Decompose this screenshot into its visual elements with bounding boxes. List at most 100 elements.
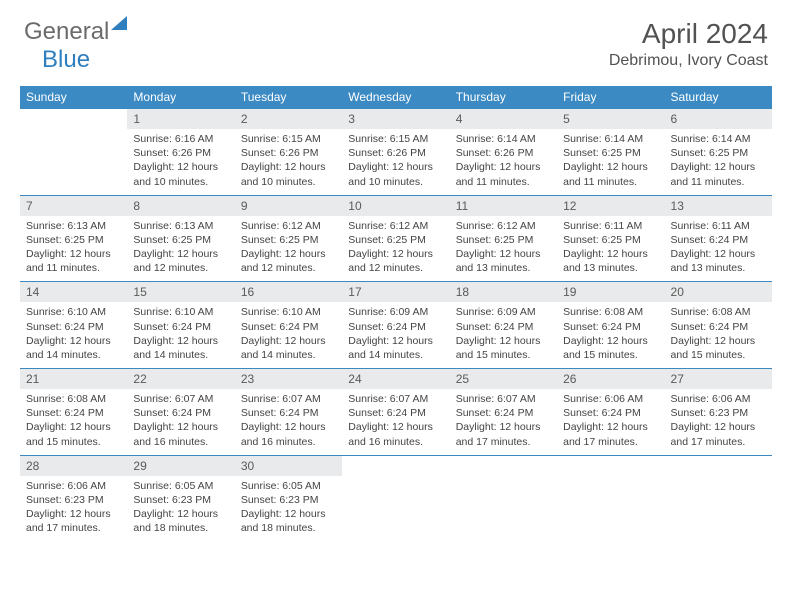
- sunrise-line: Sunrise: 6:12 AM: [456, 219, 551, 233]
- day-number-cell: 27: [665, 369, 772, 390]
- page-header: General Blue April 2024 Debrimou, Ivory …: [0, 0, 792, 82]
- sunset-line: Sunset: 6:25 PM: [456, 233, 551, 247]
- weekday-header: Tuesday: [235, 86, 342, 109]
- daylight-line: Daylight: 12 hours and 12 minutes.: [241, 247, 336, 275]
- day-content-row: Sunrise: 6:16 AMSunset: 6:26 PMDaylight:…: [20, 129, 772, 195]
- day-content-cell: Sunrise: 6:07 AMSunset: 6:24 PMDaylight:…: [127, 389, 234, 455]
- sunset-line: Sunset: 6:24 PM: [563, 406, 658, 420]
- sunrise-line: Sunrise: 6:14 AM: [671, 132, 766, 146]
- daylight-line: Daylight: 12 hours and 15 minutes.: [671, 334, 766, 362]
- day-number-cell: 29: [127, 455, 234, 476]
- day-number-cell: 8: [127, 195, 234, 216]
- sunset-line: Sunset: 6:24 PM: [671, 320, 766, 334]
- day-number-cell: 6: [665, 109, 772, 130]
- day-number-cell: [557, 455, 664, 476]
- day-content-cell: Sunrise: 6:05 AMSunset: 6:23 PMDaylight:…: [127, 476, 234, 542]
- day-number-cell: 22: [127, 369, 234, 390]
- day-content-row: Sunrise: 6:13 AMSunset: 6:25 PMDaylight:…: [20, 216, 772, 282]
- sunset-line: Sunset: 6:24 PM: [671, 233, 766, 247]
- day-content-cell: Sunrise: 6:09 AMSunset: 6:24 PMDaylight:…: [450, 302, 557, 368]
- day-number-cell: [450, 455, 557, 476]
- day-number-cell: 4: [450, 109, 557, 130]
- sunset-line: Sunset: 6:23 PM: [671, 406, 766, 420]
- sunset-line: Sunset: 6:24 PM: [26, 406, 121, 420]
- sunrise-line: Sunrise: 6:15 AM: [241, 132, 336, 146]
- day-content-cell: Sunrise: 6:11 AMSunset: 6:24 PMDaylight:…: [665, 216, 772, 282]
- day-content-cell: [665, 476, 772, 542]
- daylight-line: Daylight: 12 hours and 12 minutes.: [133, 247, 228, 275]
- day-number-cell: 7: [20, 195, 127, 216]
- sunset-line: Sunset: 6:25 PM: [133, 233, 228, 247]
- day-content-cell: Sunrise: 6:08 AMSunset: 6:24 PMDaylight:…: [20, 389, 127, 455]
- weekday-header: Monday: [127, 86, 234, 109]
- day-number-cell: [20, 109, 127, 130]
- day-number-cell: 3: [342, 109, 449, 130]
- sunset-line: Sunset: 6:24 PM: [348, 406, 443, 420]
- daylight-line: Daylight: 12 hours and 11 minutes.: [456, 160, 551, 188]
- day-content-cell: Sunrise: 6:12 AMSunset: 6:25 PMDaylight:…: [450, 216, 557, 282]
- sunrise-line: Sunrise: 6:10 AM: [133, 305, 228, 319]
- day-content-cell: Sunrise: 6:14 AMSunset: 6:25 PMDaylight:…: [557, 129, 664, 195]
- day-number-cell: 23: [235, 369, 342, 390]
- day-content-cell: Sunrise: 6:16 AMSunset: 6:26 PMDaylight:…: [127, 129, 234, 195]
- sunrise-line: Sunrise: 6:06 AM: [563, 392, 658, 406]
- daylight-line: Daylight: 12 hours and 17 minutes.: [26, 507, 121, 535]
- day-number-row: 123456: [20, 109, 772, 130]
- sunset-line: Sunset: 6:23 PM: [241, 493, 336, 507]
- weekday-header: Thursday: [450, 86, 557, 109]
- day-number-row: 78910111213: [20, 195, 772, 216]
- day-content-cell: Sunrise: 6:07 AMSunset: 6:24 PMDaylight:…: [235, 389, 342, 455]
- day-number-cell: 18: [450, 282, 557, 303]
- day-number-cell: 26: [557, 369, 664, 390]
- day-content-cell: Sunrise: 6:06 AMSunset: 6:23 PMDaylight:…: [20, 476, 127, 542]
- calendar-table: Sunday Monday Tuesday Wednesday Thursday…: [20, 86, 772, 541]
- daylight-line: Daylight: 12 hours and 16 minutes.: [348, 420, 443, 448]
- day-content-cell: Sunrise: 6:13 AMSunset: 6:25 PMDaylight:…: [20, 216, 127, 282]
- day-content-row: Sunrise: 6:10 AMSunset: 6:24 PMDaylight:…: [20, 302, 772, 368]
- sunrise-line: Sunrise: 6:10 AM: [26, 305, 121, 319]
- sunset-line: Sunset: 6:24 PM: [348, 320, 443, 334]
- sunrise-line: Sunrise: 6:06 AM: [26, 479, 121, 493]
- sunset-line: Sunset: 6:24 PM: [133, 406, 228, 420]
- day-content-row: Sunrise: 6:08 AMSunset: 6:24 PMDaylight:…: [20, 389, 772, 455]
- sunset-line: Sunset: 6:24 PM: [456, 406, 551, 420]
- sunrise-line: Sunrise: 6:12 AM: [348, 219, 443, 233]
- day-content-cell: [342, 476, 449, 542]
- sunrise-line: Sunrise: 6:11 AM: [563, 219, 658, 233]
- sunset-line: Sunset: 6:24 PM: [241, 320, 336, 334]
- daylight-line: Daylight: 12 hours and 18 minutes.: [133, 507, 228, 535]
- day-number-cell: [342, 455, 449, 476]
- day-number-cell: 25: [450, 369, 557, 390]
- sunrise-line: Sunrise: 6:09 AM: [348, 305, 443, 319]
- sunrise-line: Sunrise: 6:14 AM: [456, 132, 551, 146]
- daylight-line: Daylight: 12 hours and 15 minutes.: [563, 334, 658, 362]
- day-number-cell: 11: [450, 195, 557, 216]
- day-number-cell: 1: [127, 109, 234, 130]
- sunset-line: Sunset: 6:26 PM: [348, 146, 443, 160]
- day-content-cell: Sunrise: 6:08 AMSunset: 6:24 PMDaylight:…: [557, 302, 664, 368]
- day-content-cell: Sunrise: 6:13 AMSunset: 6:25 PMDaylight:…: [127, 216, 234, 282]
- daylight-line: Daylight: 12 hours and 18 minutes.: [241, 507, 336, 535]
- daylight-line: Daylight: 12 hours and 17 minutes.: [456, 420, 551, 448]
- daylight-line: Daylight: 12 hours and 15 minutes.: [26, 420, 121, 448]
- daylight-line: Daylight: 12 hours and 12 minutes.: [348, 247, 443, 275]
- weekday-header: Sunday: [20, 86, 127, 109]
- daylight-line: Daylight: 12 hours and 17 minutes.: [671, 420, 766, 448]
- daylight-line: Daylight: 12 hours and 13 minutes.: [671, 247, 766, 275]
- logo-triangle-icon: [111, 16, 127, 30]
- sunset-line: Sunset: 6:23 PM: [133, 493, 228, 507]
- day-number-cell: 24: [342, 369, 449, 390]
- day-content-cell: Sunrise: 6:12 AMSunset: 6:25 PMDaylight:…: [235, 216, 342, 282]
- daylight-line: Daylight: 12 hours and 16 minutes.: [133, 420, 228, 448]
- day-number-cell: 2: [235, 109, 342, 130]
- day-number-cell: 17: [342, 282, 449, 303]
- logo: General Blue: [24, 18, 109, 74]
- daylight-line: Daylight: 12 hours and 11 minutes.: [26, 247, 121, 275]
- sunrise-line: Sunrise: 6:15 AM: [348, 132, 443, 146]
- daylight-line: Daylight: 12 hours and 13 minutes.: [456, 247, 551, 275]
- daylight-line: Daylight: 12 hours and 14 minutes.: [133, 334, 228, 362]
- day-content-cell: Sunrise: 6:10 AMSunset: 6:24 PMDaylight:…: [127, 302, 234, 368]
- sunset-line: Sunset: 6:25 PM: [241, 233, 336, 247]
- sunset-line: Sunset: 6:26 PM: [456, 146, 551, 160]
- sunset-line: Sunset: 6:25 PM: [348, 233, 443, 247]
